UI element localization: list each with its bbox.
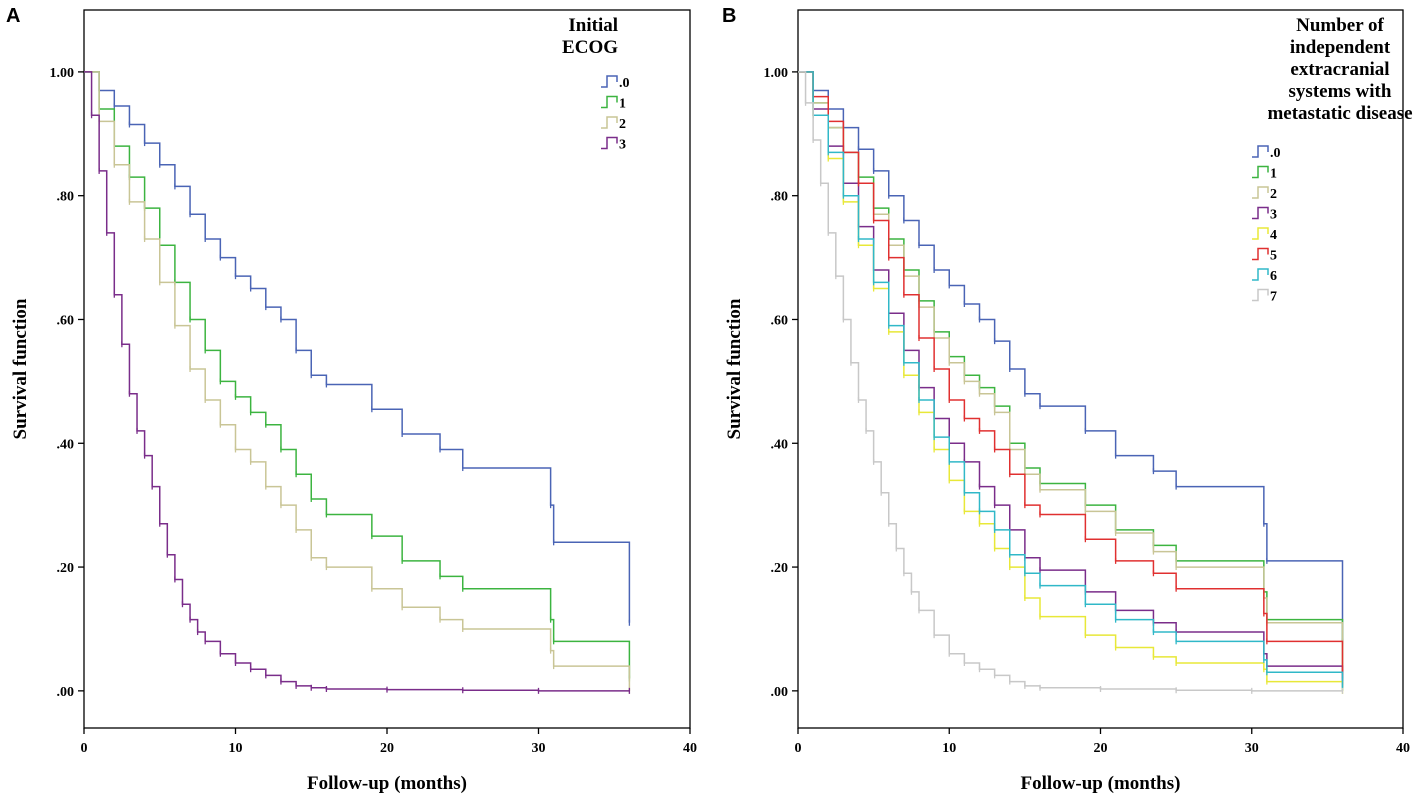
survival-curve-7 <box>798 71 1343 692</box>
legend-label: 3 <box>619 138 626 153</box>
y-tick-label: .20 <box>57 561 75 576</box>
y-tick-label: .80 <box>771 190 789 205</box>
survival-curve-0 <box>84 71 631 623</box>
chart-panel-b: B 0 10 20 30 40 .00 .20 .40 .60 .80 1.00 Follow-up (… <box>722 5 1413 794</box>
y-tick-label: .40 <box>57 437 75 452</box>
legend-label: 4 <box>1270 228 1277 243</box>
x-tick-label: 30 <box>532 741 546 756</box>
x-tick-label: 0 <box>81 741 88 756</box>
legend-title-line: Number of <box>1296 15 1384 36</box>
y-tick-label: .80 <box>57 190 75 205</box>
survival-curve-4 <box>798 71 1344 691</box>
legend-swatch <box>601 136 618 150</box>
legend-title-line: Initial <box>568 15 618 36</box>
legend-label: 2 <box>1270 187 1277 202</box>
legend-label: 5 <box>1270 249 1277 264</box>
y-tick-label: 1.00 <box>50 66 75 81</box>
x-tick-label: 10 <box>942 741 956 756</box>
panel-label: A <box>6 5 20 27</box>
x-tick-label: 30 <box>1245 741 1259 756</box>
legend-title-line: independent <box>1290 37 1391 58</box>
legend-swatch <box>1252 227 1269 240</box>
y-axis-title: Survival function <box>724 298 745 439</box>
legend-swatch <box>1252 165 1269 179</box>
y-tick-label: .60 <box>771 313 789 328</box>
legend-title-line: metastatic disease <box>1267 103 1412 124</box>
y-tick-label: .00 <box>57 685 75 700</box>
survival-curve-0 <box>798 71 1344 642</box>
x-tick-label: 40 <box>1396 741 1410 756</box>
survival-curve-5 <box>798 71 1344 673</box>
legend-title-line: extracranial <box>1290 59 1389 80</box>
y-tick-label: .20 <box>771 561 789 576</box>
survival-curve-3 <box>798 71 1344 685</box>
y-tick-label: .40 <box>771 437 789 452</box>
legend-label: 2 <box>619 117 626 132</box>
y-tick-label: 1.00 <box>764 66 789 81</box>
plot-frame <box>83 9 691 729</box>
survival-curve-6 <box>798 71 1344 688</box>
x-axis-title: Follow-up (months) <box>1021 773 1181 794</box>
y-tick-label: .00 <box>771 685 789 700</box>
legend-label: .0 <box>619 76 630 91</box>
legend-label: 1 <box>619 97 626 112</box>
legend: Number ofindependentextracranialsystems … <box>1252 15 1413 305</box>
legend-swatch <box>1252 247 1269 261</box>
y-tick-label: .60 <box>57 313 75 328</box>
panel-label: B <box>722 5 736 27</box>
x-tick-label: 20 <box>380 741 394 756</box>
legend-swatch <box>1252 145 1269 158</box>
legend-swatch <box>601 116 618 129</box>
survival-curve-1 <box>798 71 1344 679</box>
chart-panel-a: A 0 10 20 30 40 .00 .20 .40 .60 .80 1.00 Follow-up (… <box>6 5 697 794</box>
legend-title-line: systems with <box>1289 81 1392 102</box>
x-tick-label: 0 <box>795 741 802 756</box>
legend-label: 7 <box>1270 290 1277 305</box>
survival-curve-1 <box>84 71 631 679</box>
legend-label: 3 <box>1270 208 1277 223</box>
legend-swatch <box>1252 186 1269 199</box>
legend-label: 1 <box>1270 167 1277 182</box>
legend-swatch <box>1252 206 1269 220</box>
x-axis-title: Follow-up (months) <box>307 773 467 794</box>
legend-title-line: ECOG <box>562 37 618 58</box>
legend-swatch <box>601 95 618 109</box>
x-tick-label: 40 <box>683 741 697 756</box>
x-tick-label: 20 <box>1094 741 1108 756</box>
legend-swatch <box>601 75 618 88</box>
y-axis-title: Survival function <box>10 298 31 439</box>
x-tick-label: 10 <box>229 741 243 756</box>
legend-label: 6 <box>1270 269 1277 284</box>
survival-curve-2 <box>798 71 1344 685</box>
legend-swatch <box>1252 268 1269 281</box>
legend-label: .0 <box>1270 146 1281 161</box>
legend-swatch <box>1252 288 1269 302</box>
survival-curve-2 <box>84 71 631 691</box>
